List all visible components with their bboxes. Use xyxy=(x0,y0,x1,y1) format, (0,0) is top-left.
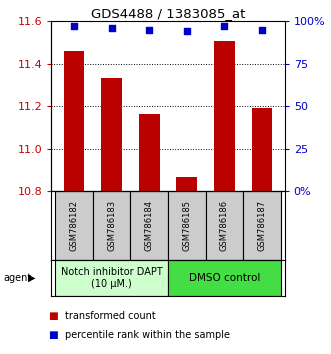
Text: GSM786182: GSM786182 xyxy=(70,200,78,251)
Bar xyxy=(176,177,197,191)
Bar xyxy=(243,191,281,260)
Bar xyxy=(55,191,93,260)
Point xyxy=(71,23,76,29)
Bar xyxy=(101,78,122,191)
Bar xyxy=(55,260,168,296)
Text: DMSO control: DMSO control xyxy=(189,273,260,283)
Bar xyxy=(168,191,206,260)
Text: GSM786187: GSM786187 xyxy=(258,200,266,251)
Point xyxy=(260,27,265,33)
Bar xyxy=(206,191,243,260)
Point xyxy=(222,23,227,29)
Text: GSM786185: GSM786185 xyxy=(182,200,191,251)
Point xyxy=(109,25,114,31)
Text: ▶: ▶ xyxy=(28,273,36,283)
Text: transformed count: transformed count xyxy=(65,311,155,321)
Point xyxy=(184,29,189,34)
Text: GSM786186: GSM786186 xyxy=(220,200,229,251)
Bar xyxy=(168,260,281,296)
Text: ■: ■ xyxy=(48,330,58,339)
Bar xyxy=(252,108,272,191)
Text: percentile rank within the sample: percentile rank within the sample xyxy=(65,330,229,339)
Bar xyxy=(64,51,84,191)
Text: GSM786184: GSM786184 xyxy=(145,200,154,251)
Bar xyxy=(214,41,235,191)
Text: agent: agent xyxy=(3,273,31,283)
Title: GDS4488 / 1383085_at: GDS4488 / 1383085_at xyxy=(91,7,245,20)
Text: GSM786183: GSM786183 xyxy=(107,200,116,251)
Text: ■: ■ xyxy=(48,311,58,321)
Bar xyxy=(93,191,130,260)
Bar xyxy=(139,114,160,191)
Text: Notch inhibitor DAPT
(10 μM.): Notch inhibitor DAPT (10 μM.) xyxy=(61,267,163,289)
Point xyxy=(147,27,152,33)
Bar xyxy=(130,191,168,260)
